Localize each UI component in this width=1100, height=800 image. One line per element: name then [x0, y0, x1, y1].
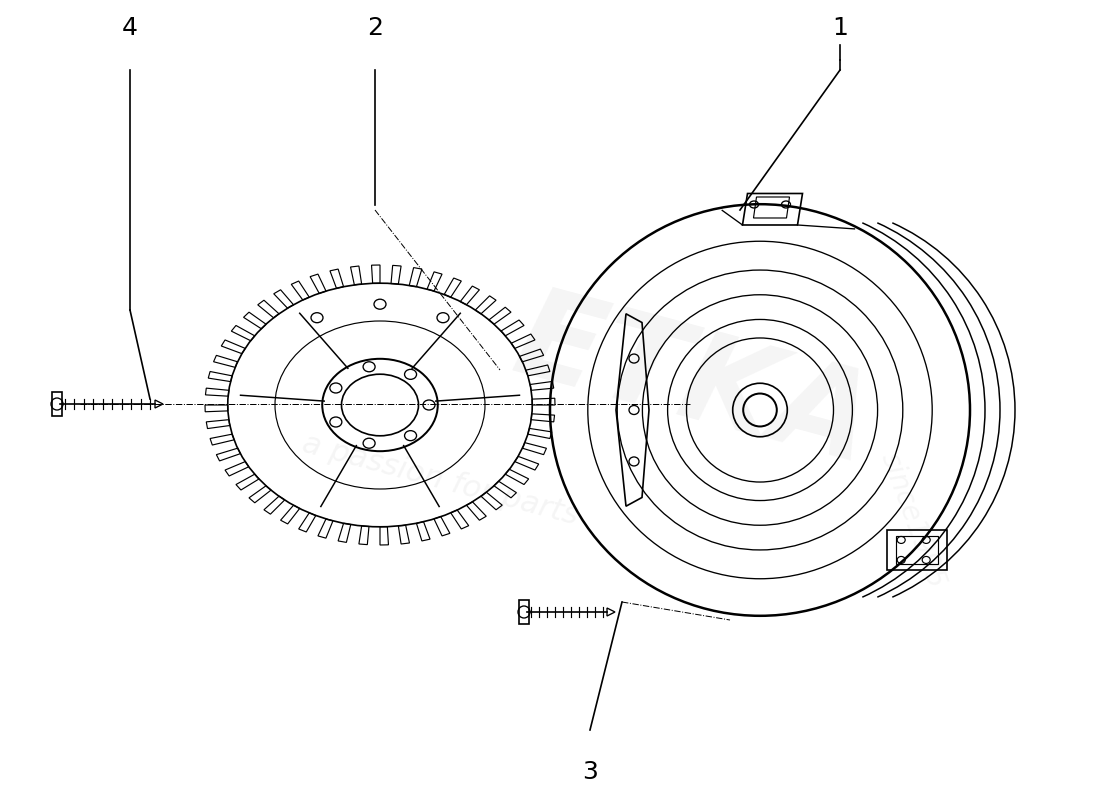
Text: 4: 4	[122, 16, 138, 40]
Text: a passion for parts: a passion for parts	[299, 429, 581, 531]
Text: 2: 2	[367, 16, 383, 40]
Text: since1995: since1995	[876, 448, 950, 592]
Text: ETKA: ETKA	[502, 278, 884, 490]
Text: 1: 1	[832, 16, 848, 40]
Text: 3: 3	[582, 760, 598, 784]
